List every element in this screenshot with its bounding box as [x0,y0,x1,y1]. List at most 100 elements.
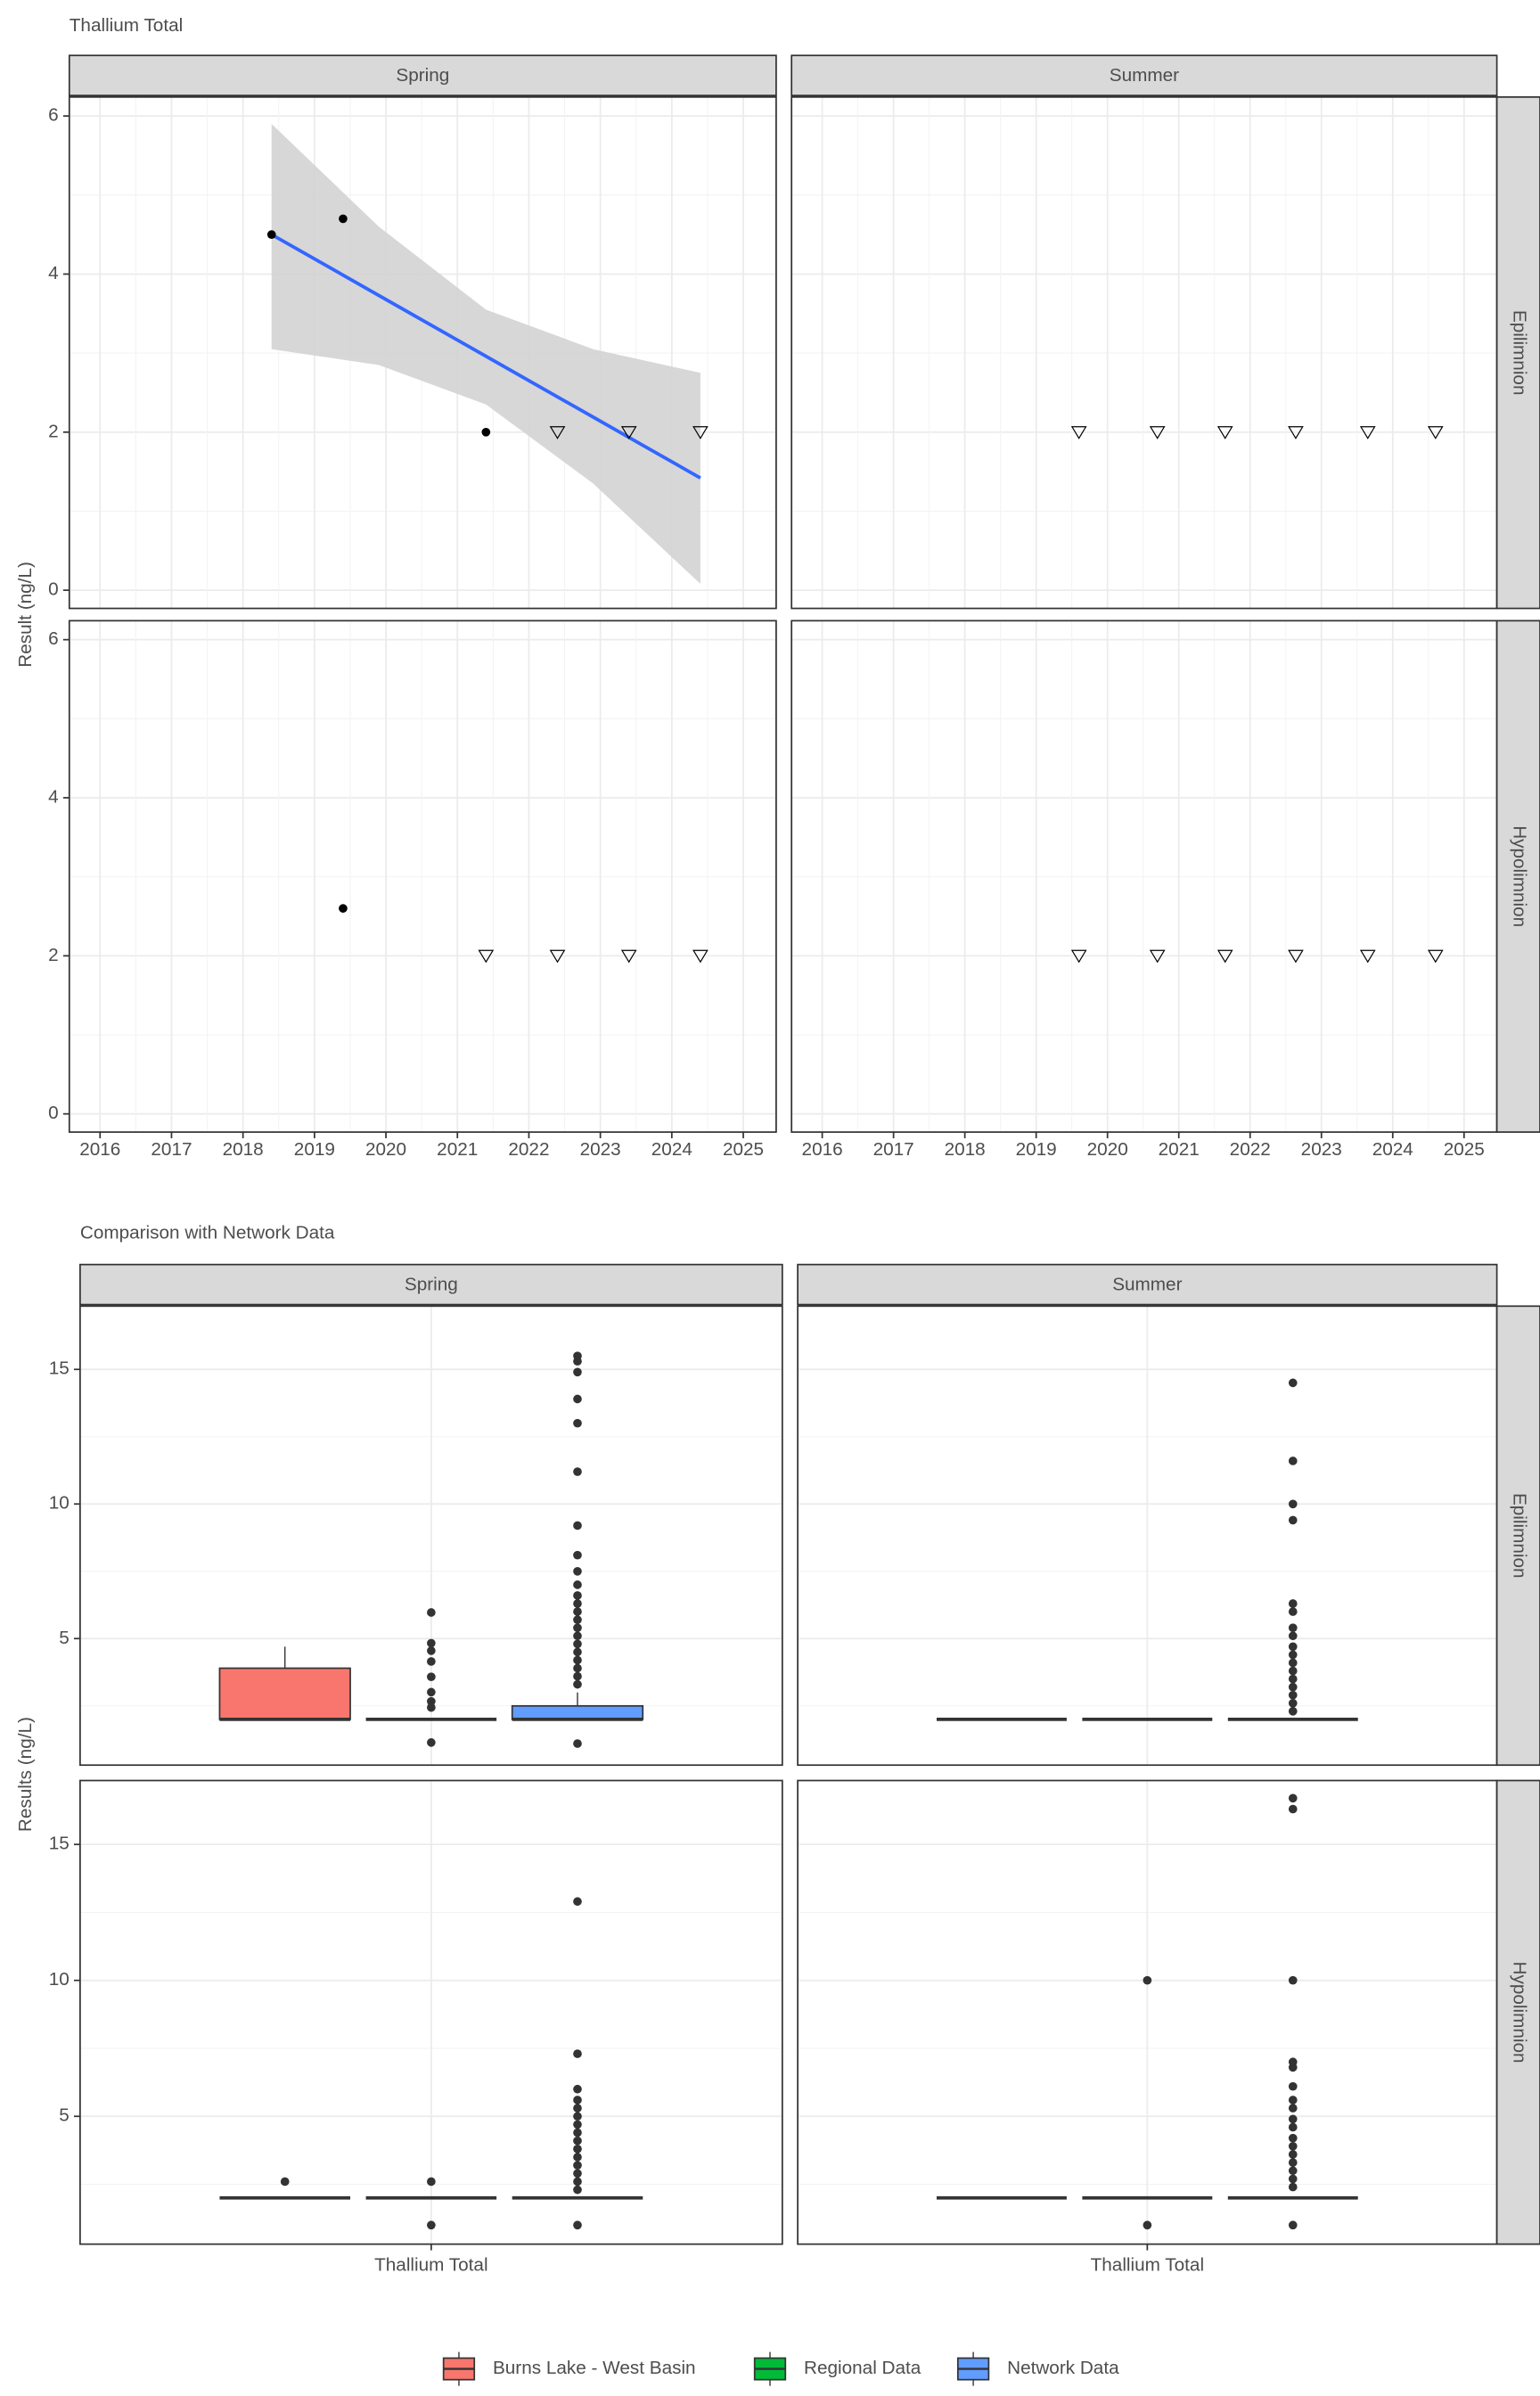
outlier [427,2220,436,2230]
strip [1495,95,1540,610]
outlier [1288,2133,1298,2143]
outlier [1143,2220,1152,2230]
strip-label: Epilimnion [1509,1493,1529,1579]
x-tick-label: 2024 [1372,1139,1413,1160]
outlier [427,1608,436,1617]
outlier [1288,1599,1298,1608]
outlier [573,1671,582,1681]
nondetect-point [1288,426,1304,439]
legend-label: Network Data [1007,2358,1119,2378]
outlier [1288,2220,1298,2230]
x-tick-label: 2024 [651,1139,692,1160]
nondetect-point [549,949,566,964]
outlier [1288,1690,1298,1700]
nondetect-point [478,949,495,964]
outlier [1288,2174,1298,2184]
nondetect-point [620,949,637,964]
x-tick-label: 2016 [79,1139,120,1160]
outlier [1288,1666,1298,1676]
x-tick-label: 2017 [873,1139,914,1160]
outlier [573,1615,582,1624]
strip-label: Hypolimnion [1509,1962,1529,2064]
outlier [1288,2114,1298,2124]
outlier [1288,1607,1298,1616]
y-tick-label: 15 [49,1358,70,1379]
strip [797,1263,1498,1306]
outlier [573,1663,582,1673]
outlier [427,1687,436,1697]
strip [68,54,777,96]
outlier [1288,2166,1298,2176]
panel-border [68,95,777,610]
outlier [1288,2122,1298,2132]
y-tick-label: 5 [59,2105,70,2126]
box [511,1704,644,1720]
outlier [427,1738,436,1747]
outlier [1288,1698,1298,1708]
x-tick-label: 2022 [508,1139,549,1160]
outlier [573,2096,582,2105]
y-tick-label: 5 [59,1628,70,1648]
outlier [573,2153,582,2162]
outlier [1288,1793,1298,1803]
x-tick-label: 2020 [1087,1139,1128,1160]
x-tick-label: 2025 [1444,1139,1485,1160]
outlier [1288,1975,1298,1985]
outlier [280,2177,290,2187]
y-tick-label: 10 [49,1969,70,1990]
x-tick-label: 2023 [1301,1139,1342,1160]
outlier [573,1739,582,1748]
outlier [1288,1378,1298,1388]
outlier [573,1591,582,1600]
x-tick-label: 2023 [580,1139,621,1160]
detected-point [339,214,348,224]
nondetect-point [1070,426,1087,439]
outlier [573,1623,582,1633]
outlier [1288,2096,1298,2105]
outlier [573,1394,582,1404]
outlier [427,1638,436,1648]
outlier [573,2161,582,2170]
nondetect-point [1149,426,1166,439]
outlier [573,2177,582,2187]
outlier [573,2136,582,2146]
outlier [1288,1674,1298,1684]
y-tick-label: 0 [48,579,59,600]
outlier [573,1418,582,1428]
y-tick-label: 15 [49,1834,70,1854]
outlier [1288,1706,1298,1716]
y-axis-title: Results (ng/L) [15,1717,36,1832]
outlier [1288,1499,1298,1509]
outlier [573,1631,582,1641]
outlier [573,1599,582,1608]
legend-label: Burns Lake - West Basin [493,2358,696,2378]
x-tick-label: 2018 [223,1139,264,1160]
outlier [573,2084,582,2094]
strip-label: Hypolimnion [1509,825,1529,927]
nondetect-point [1427,949,1444,964]
outlier [573,1550,582,1560]
outlier [573,1639,582,1649]
detected-point [481,427,491,437]
outlier [1288,1515,1298,1525]
outlier [1288,2182,1298,2192]
y-tick-label: 2 [48,945,59,965]
y-tick-label: 2 [48,421,59,441]
strip-label: Summer [1112,1274,1182,1294]
y-tick-label: 4 [48,786,59,807]
outlier [427,1672,436,1682]
y-tick-label: 10 [49,1493,70,1514]
y-axis-title: Result (ng/L) [15,562,36,668]
strip-label: Spring [396,65,449,86]
x-tick-label: 2022 [1230,1139,1271,1160]
outlier [573,2169,582,2179]
y-tick-label: 6 [48,105,59,126]
outlier [1288,2158,1298,2167]
nondetect-point [1359,426,1376,439]
y-tick-label: 6 [48,628,59,649]
x-tick-label: 2021 [1159,1139,1200,1160]
panel-border [79,1779,783,2245]
outlier [573,1521,582,1530]
outlier [1143,1975,1152,1985]
